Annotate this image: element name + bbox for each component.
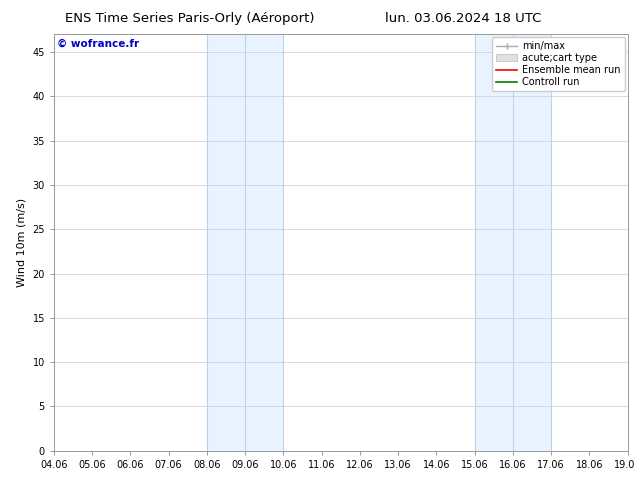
Bar xyxy=(207,34,283,451)
Bar xyxy=(475,34,551,451)
Y-axis label: Wind 10m (m/s): Wind 10m (m/s) xyxy=(17,198,27,287)
Text: ENS Time Series Paris-Orly (Aéroport): ENS Time Series Paris-Orly (Aéroport) xyxy=(65,12,315,25)
Text: lun. 03.06.2024 18 UTC: lun. 03.06.2024 18 UTC xyxy=(385,12,541,25)
Legend: min/max, acute;cart type, Ensemble mean run, Controll run: min/max, acute;cart type, Ensemble mean … xyxy=(492,37,624,91)
Text: © wofrance.fr: © wofrance.fr xyxy=(57,38,139,49)
